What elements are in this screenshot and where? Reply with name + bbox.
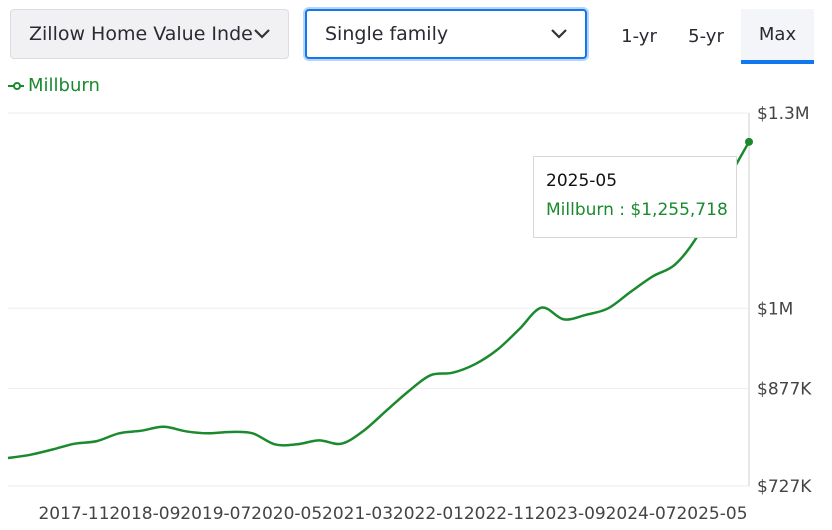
x-tick-label: 2022-11 xyxy=(464,504,535,524)
chevron-down-icon xyxy=(549,24,569,44)
y-tick-label: $1M xyxy=(757,299,793,319)
series-point-latest[interactable] xyxy=(745,137,753,146)
series-line-millburn xyxy=(7,141,751,460)
y-tick-labels: $1.3M $1M $877K $727K xyxy=(757,104,812,497)
tooltip-series-name: Millburn xyxy=(546,200,614,220)
x-tick-labels: 2017-11 2018-09 2019-07 2020-05 2021-03 2022-… xyxy=(38,504,747,524)
metric-select-value: Zillow Home Value Index xyxy=(29,23,252,45)
home-type-select-value: Single family xyxy=(325,23,449,45)
y-tick-label: $727K xyxy=(757,477,812,497)
tooltip-value: Millburn : $1,255,718 xyxy=(546,200,728,220)
x-tick-label: 2017-11 xyxy=(38,504,109,524)
x-tick-label: 2019-07 xyxy=(180,504,251,524)
chevron-down-icon xyxy=(252,24,272,44)
y-tick-label: $877K xyxy=(757,379,812,399)
legend-label-millburn: Millburn xyxy=(28,75,100,96)
y-tick-label: $1.3M xyxy=(757,104,810,124)
x-tick-label: 2018-09 xyxy=(109,504,180,524)
chart-legend[interactable]: Millburn xyxy=(8,75,100,96)
x-tick-label: 2023-09 xyxy=(535,504,606,524)
legend-line-icon xyxy=(8,81,24,90)
home-type-select[interactable]: Single family xyxy=(305,9,587,59)
tooltip-amount: $1,255,718 xyxy=(630,200,728,220)
x-tick-label: 2025-05 xyxy=(676,504,747,524)
metric-select[interactable]: Zillow Home Value Index xyxy=(10,9,289,59)
x-tick-label: 2022-01 xyxy=(393,504,464,524)
range-5yr-button[interactable]: 5-yr xyxy=(671,9,741,64)
time-range-buttons: 1-yr 5-yr Max xyxy=(607,9,814,64)
chart-grid xyxy=(8,112,749,487)
range-1yr-button[interactable]: 1-yr xyxy=(607,9,671,64)
x-tick-label: 2024-07 xyxy=(606,504,677,524)
chart-tooltip: 2025-05 Millburn : $1,255,718 xyxy=(533,156,737,238)
x-tick-label: 2020-05 xyxy=(251,504,322,524)
tooltip-date: 2025-05 xyxy=(546,171,618,191)
x-tick-label: 2021-03 xyxy=(322,504,393,524)
range-max-button[interactable]: Max xyxy=(741,9,814,64)
